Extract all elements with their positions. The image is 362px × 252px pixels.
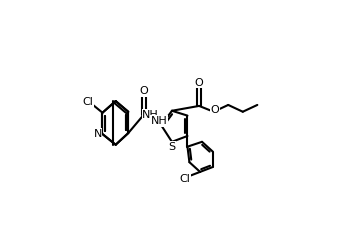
Text: Cl: Cl [179, 174, 190, 184]
Text: N: N [93, 129, 102, 139]
Text: O: O [139, 86, 148, 96]
Text: NH: NH [142, 110, 159, 120]
Text: O: O [195, 78, 203, 88]
Text: O: O [210, 105, 219, 115]
Text: S: S [168, 142, 176, 152]
Text: Cl: Cl [83, 97, 93, 107]
Text: NH: NH [151, 116, 168, 126]
